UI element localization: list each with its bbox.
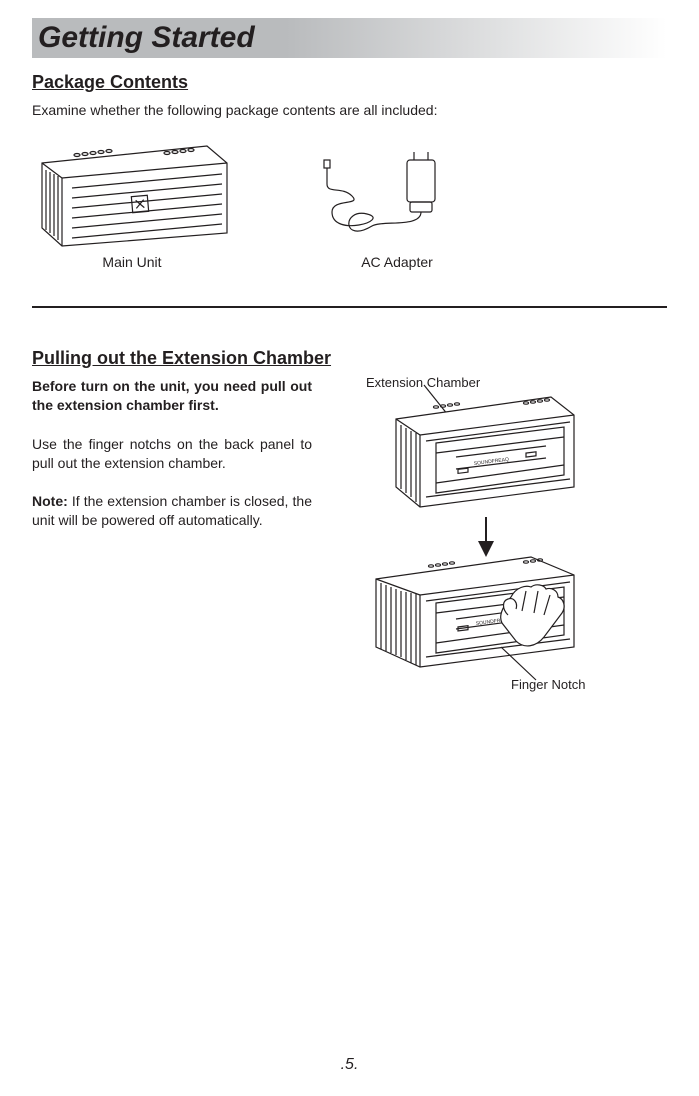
extension-text-column: Before turn on the unit, you need pull o… — [32, 377, 312, 697]
package-contents-heading: Package Contents — [32, 72, 667, 93]
extension-p1: Before turn on the unit, you need pull o… — [32, 377, 312, 415]
extension-chamber-label: Extension Chamber — [366, 375, 480, 390]
main-unit-caption: Main Unit — [32, 254, 232, 270]
page-title-bar: Getting Started — [32, 18, 667, 58]
extension-figure-column: Extension Chamber — [336, 377, 667, 697]
package-contents-intro: Examine whether the following package co… — [32, 101, 667, 120]
note-rest: If the extension chamber is closed, the … — [32, 493, 312, 528]
package-item-main-unit: Main Unit — [32, 138, 232, 270]
ac-adapter-illustration — [312, 148, 482, 248]
section-divider — [32, 306, 667, 308]
main-unit-illustration — [32, 138, 232, 248]
page-number: .5. — [0, 1056, 699, 1074]
section-package-contents: Package Contents Examine whether the fol… — [32, 72, 667, 270]
package-illustrations: Main Unit — [32, 138, 667, 270]
package-item-ac-adapter: AC Adapter — [312, 148, 482, 270]
finger-notch-label: Finger Notch — [511, 677, 585, 692]
ac-adapter-caption: AC Adapter — [312, 254, 482, 270]
note-prefix: Note: — [32, 493, 68, 509]
extension-p2: Use the finger notchs on the back panel … — [32, 435, 312, 473]
page-title: Getting Started — [32, 18, 667, 58]
section-extension-chamber: Pulling out the Extension Chamber Before… — [32, 348, 667, 697]
extension-figures: SOUNDFREAQ — [336, 377, 606, 697]
extension-heading: Pulling out the Extension Chamber — [32, 348, 667, 369]
extension-note: Note: If the extension chamber is closed… — [32, 492, 312, 530]
